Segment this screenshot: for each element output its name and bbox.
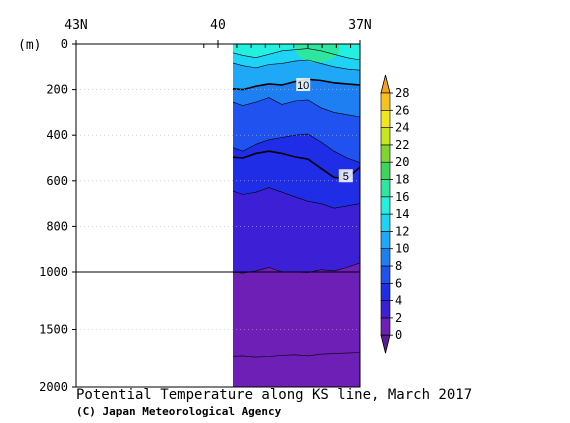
colorbar-label: 2 (395, 311, 402, 325)
isotherm-12 (233, 59, 360, 71)
temperature-fill (233, 44, 360, 387)
contour-label: 5 (343, 171, 349, 183)
colorbar-label: 0 (395, 328, 402, 342)
colorbar-label: 8 (395, 259, 402, 273)
colorbar-segment (380, 144, 391, 163)
colorbar-label: 14 (395, 207, 409, 221)
credit-text: (C) Japan Meteorological Agency (76, 405, 282, 418)
x-tick-label: 40 (210, 18, 226, 33)
colorbar-segment (380, 248, 391, 267)
colorbar-segment (380, 213, 391, 232)
station-markers (203, 44, 352, 48)
y-tick-label: 1000 (39, 265, 68, 279)
colorbar-segment (380, 300, 391, 319)
colorbar-label: 4 (395, 294, 402, 308)
colorbar-label: 16 (395, 190, 409, 204)
warm-surface-patch (295, 44, 340, 63)
colorbar-label: 28 (395, 86, 409, 100)
isotherm-0 (233, 352, 360, 358)
colorbar-label: 6 (395, 276, 402, 290)
temperature-band-0 (233, 352, 360, 387)
contour-label-bg (338, 169, 353, 183)
y-axis-label: (m) (18, 38, 41, 53)
colorbar-segment (380, 110, 391, 128)
colorbar-segment (380, 265, 391, 284)
colorbar-label: 10 (395, 242, 409, 256)
y-tick-label: 600 (46, 174, 68, 188)
colorbar-segment (380, 127, 391, 146)
y-tick-label: 1500 (39, 323, 68, 337)
isotherm-8 (233, 97, 360, 118)
y-tick-label: 200 (46, 83, 68, 97)
colorbar-segment (380, 161, 391, 180)
colorbar-segment (380, 282, 391, 301)
isotherm-4 (233, 187, 360, 209)
y-tick-label: 800 (46, 219, 68, 233)
isotherm-5 (233, 150, 360, 180)
colorbar-label: 18 (395, 173, 409, 187)
x-tick-label: 43N (64, 18, 87, 33)
colorbar-segment (380, 92, 391, 111)
contour-label-bg (296, 78, 311, 92)
depth-gridlines (76, 89, 360, 330)
colorbar-label: 26 (395, 103, 409, 117)
isotherm-14 (233, 48, 360, 61)
contour-labels: 10 5 (296, 78, 353, 183)
contour-label: 10 (297, 80, 309, 92)
y-axis-ticks: 0 200 400 600 800 1000 1500 2000 (39, 37, 76, 394)
isotherm-10 (233, 78, 360, 91)
colorbar-segment (380, 231, 391, 249)
colorbar-segment (380, 317, 391, 336)
y-tick-label: 400 (46, 128, 68, 142)
x-axis-ticks: 43N 40 37N (64, 18, 372, 44)
chart-title: Potential Temperature along KS line, Mar… (76, 387, 473, 403)
colorbar-under-arrow (380, 334, 391, 354)
y-tick-label: 2000 (39, 380, 68, 394)
y-tick-label: 0 (61, 37, 68, 51)
colorbar-over-arrow (380, 74, 391, 94)
colorbar-label: 24 (395, 121, 409, 135)
colorbar-segment (380, 196, 391, 215)
colorbar-label: 20 (395, 155, 409, 169)
isotherm-6 (233, 133, 360, 163)
colorbar-label: 12 (395, 224, 409, 238)
x-tick-label: 37N (348, 18, 371, 33)
colorbar-segment (380, 179, 391, 198)
colorbar-label: 22 (395, 138, 409, 152)
